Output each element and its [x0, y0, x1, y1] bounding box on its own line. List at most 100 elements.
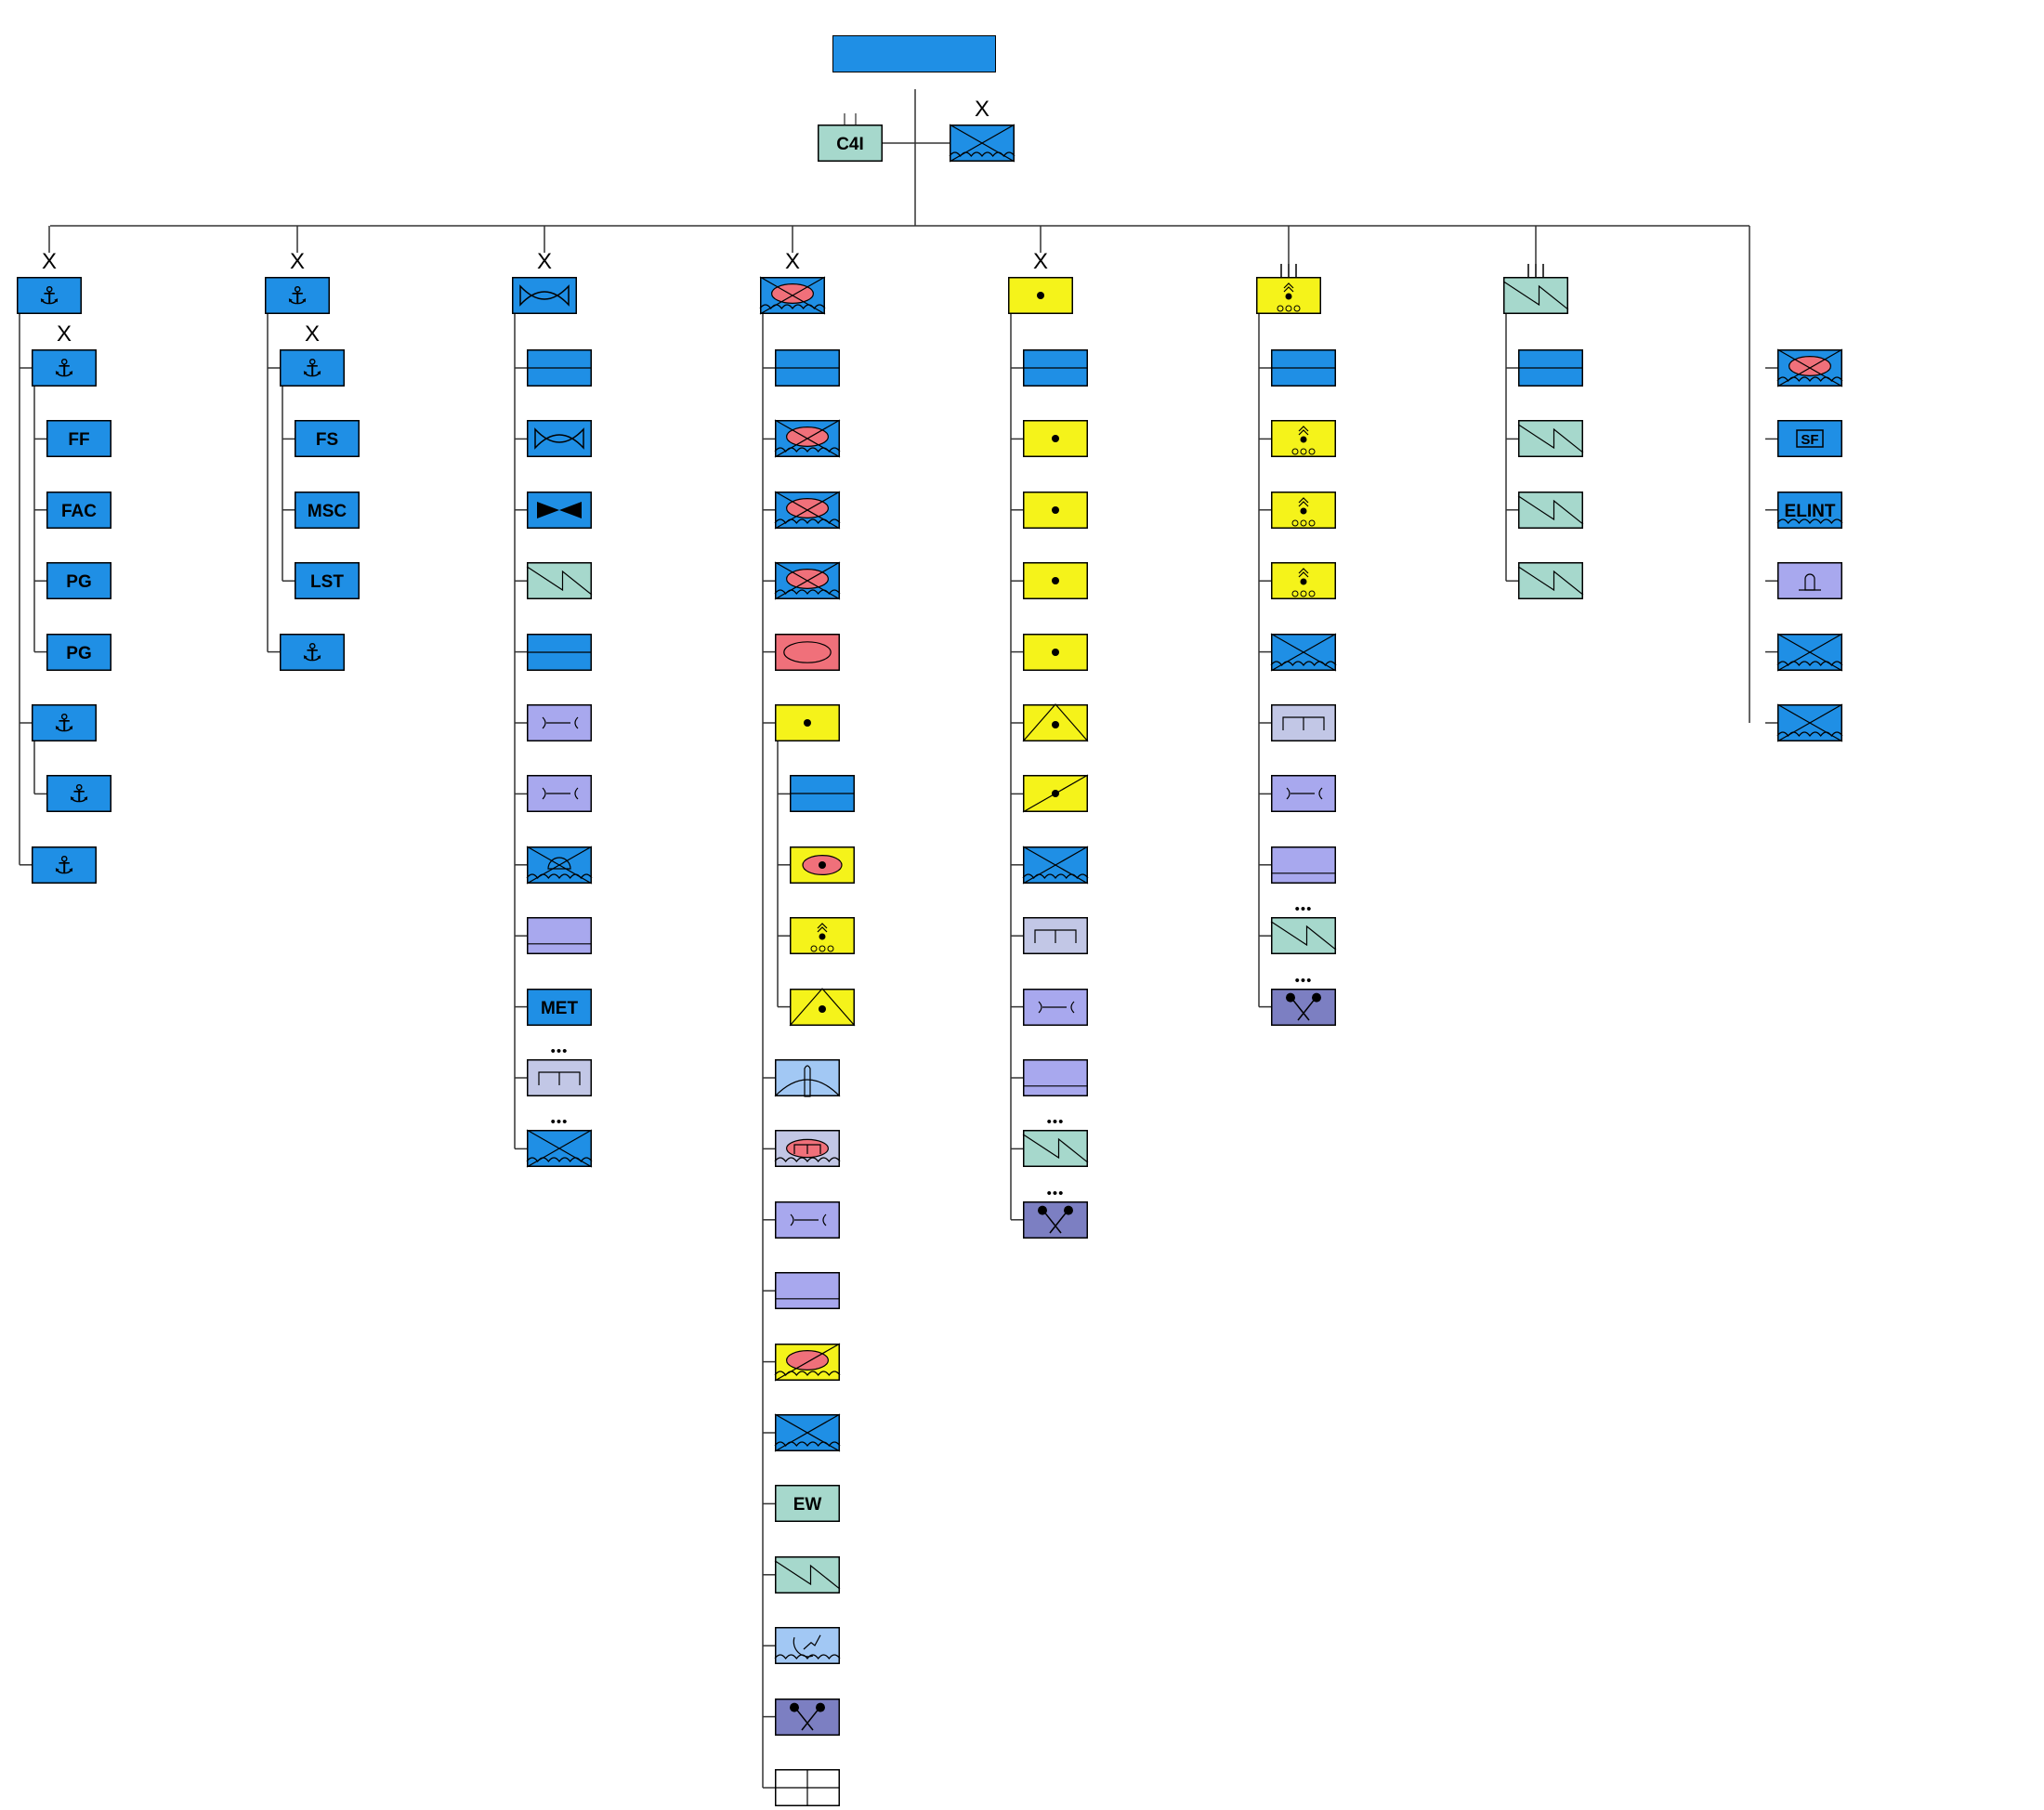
- text-symbol: FS: [295, 420, 360, 458]
- hq-icon: [1271, 349, 1336, 387]
- maintenance-icon: [527, 775, 592, 813]
- cbrn-icon: [1023, 1200, 1088, 1239]
- training-icon: [949, 124, 1015, 163]
- svg-text:⚓: ⚓: [68, 780, 89, 808]
- marine-infantry-icon: [774, 491, 841, 530]
- anchor-icon: ⚓: [32, 846, 97, 884]
- hq-icon: [1518, 349, 1583, 387]
- text-symbol: MSC: [295, 491, 360, 529]
- security-icon: [526, 1129, 593, 1168]
- marine-infantry-icon: [759, 276, 826, 315]
- echelon-brigade: X: [304, 321, 320, 347]
- svg-text:⚓: ⚓: [53, 852, 74, 880]
- sniper-icon: [774, 1413, 841, 1452]
- signal-icon: [1270, 917, 1337, 955]
- anchor-icon: ⚓: [32, 704, 97, 741]
- svg-text:⚓: ⚓: [301, 355, 322, 383]
- c4i-icon: C4I: [818, 125, 883, 162]
- artillery-recon-icon: [1022, 774, 1089, 813]
- tank-icon: [775, 633, 840, 671]
- arsenal-icon: [1777, 562, 1842, 600]
- signal-icon: [774, 1555, 841, 1594]
- svg-text:FF: FF: [68, 430, 89, 450]
- svg-text:FAC: FAC: [61, 502, 97, 521]
- echelon-brigade: X: [784, 249, 800, 274]
- svg-text:⚓: ⚓: [53, 355, 74, 383]
- echelon-brigade: X: [536, 249, 552, 274]
- echelon-regiment: [1280, 264, 1297, 277]
- maintenance-icon: [527, 704, 592, 741]
- engineer-icon: [1023, 917, 1088, 955]
- signal-icon: [1517, 420, 1584, 458]
- medical-icon: [775, 1769, 840, 1806]
- text-symbol: SF: [1777, 420, 1842, 458]
- air-defense-icon: [774, 1059, 841, 1097]
- svg-text:MSC: MSC: [308, 502, 347, 521]
- svg-text:LST: LST: [310, 572, 344, 592]
- logistic-icon: [527, 917, 592, 955]
- anchor-icon: ⚓: [46, 775, 111, 813]
- sp-artillery-icon: [790, 846, 855, 884]
- echelon-platoon: •••: [1294, 972, 1313, 989]
- rocket-artillery-icon: [790, 917, 855, 955]
- artillery-icon: [1023, 491, 1088, 529]
- rocket-artillery-icon: [1271, 491, 1336, 529]
- training-icon: [1776, 703, 1843, 742]
- hq-icon: [790, 775, 855, 813]
- marine-infantry-icon: [774, 561, 841, 600]
- text-symbol: MET: [527, 988, 592, 1026]
- navy-command-box: [832, 35, 996, 72]
- engineer-icon: [527, 1059, 592, 1096]
- svg-text:EW: EW: [793, 1495, 822, 1515]
- echelon-brigade: X: [1032, 249, 1048, 274]
- marine-infantry-icon: [1776, 348, 1843, 387]
- signal-icon: [1502, 277, 1569, 314]
- antitank-icon: [789, 987, 856, 1026]
- signal-icon: [1517, 562, 1584, 600]
- artillery-icon: [1023, 562, 1088, 600]
- echelon-platoon: •••: [1294, 901, 1313, 918]
- hq-icon: [1023, 349, 1088, 387]
- signal-icon: [526, 562, 593, 600]
- artillery-icon: [1023, 633, 1088, 671]
- radar-icon: [774, 1627, 841, 1665]
- text-symbol: PG: [46, 633, 111, 671]
- anchor-icon: ⚓: [265, 277, 330, 314]
- csar-icon: [526, 846, 593, 885]
- artillery-icon: [1008, 277, 1073, 314]
- svg-text:PG: PG: [66, 644, 91, 663]
- anchor-icon: ⚓: [32, 349, 97, 387]
- cbrn-icon: [775, 1698, 840, 1736]
- security-icon: [1022, 846, 1089, 885]
- signal-icon: [1517, 491, 1584, 529]
- svg-text:⚓: ⚓: [286, 282, 308, 310]
- hq-icon: [527, 349, 592, 387]
- artillery-icon: [775, 704, 840, 741]
- rocket-artillery-icon: [1271, 420, 1336, 458]
- antitank-icon: [1022, 703, 1089, 742]
- security-icon: [1270, 633, 1337, 672]
- rocket-artillery-icon: [1256, 277, 1321, 314]
- helicopter-icon: [527, 491, 592, 529]
- marine-infantry-icon: [774, 419, 841, 458]
- text-symbol: FAC: [46, 491, 111, 529]
- logistic-icon: [775, 1272, 840, 1310]
- maintenance-icon: [1271, 775, 1336, 813]
- echelon-brigade: X: [289, 249, 305, 274]
- text-symbol: FF: [46, 420, 111, 458]
- svg-text:⚓: ⚓: [38, 282, 59, 310]
- echelon-brigade: X: [974, 97, 989, 122]
- echelon-platoon: •••: [1046, 1185, 1065, 1201]
- hq-icon: [527, 633, 592, 671]
- echelon-brigade: X: [56, 321, 72, 347]
- text-symbol: LST: [295, 562, 360, 600]
- cbrn-icon: [1271, 988, 1336, 1026]
- text-symbol: ELINT: [1776, 491, 1843, 529]
- svg-text:SF: SF: [1801, 432, 1818, 448]
- recon-icon: [774, 1343, 841, 1382]
- echelon-brigade: X: [41, 249, 57, 274]
- signal-icon: [1022, 1130, 1089, 1168]
- svg-text:MET: MET: [541, 999, 579, 1018]
